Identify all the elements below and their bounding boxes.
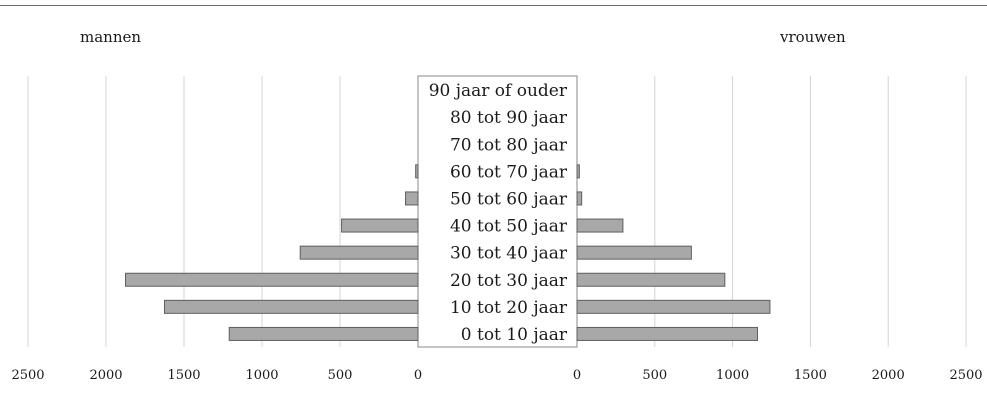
bar-vrouwen-2 — [576, 272, 726, 287]
left-tick-labels: 2500 2000 1500 1000 500 0 — [11, 368, 422, 383]
age-group-label-6: 60 tot 70 jaar — [450, 162, 568, 182]
right-tick-label-2: 1000 — [716, 368, 749, 383]
age-group-label-7: 70 tot 80 jaar — [450, 135, 568, 155]
age-group-label-9: 90 jaar of ouder — [429, 81, 568, 101]
right-tick-label-3: 1500 — [794, 368, 827, 383]
age-group-label-8: 80 tot 90 jaar — [450, 108, 568, 128]
left-tick-label-5: 0 — [414, 368, 422, 383]
bar-mannen-3 — [299, 245, 419, 260]
right-tick-labels: 0 500 1000 1500 2000 2500 — [573, 368, 983, 383]
age-group-label-panel — [417, 75, 578, 348]
right-tick-label-0: 0 — [573, 368, 581, 383]
age-group-label-0: 0 tot 10 jaar — [461, 325, 568, 345]
age-group-label-5: 50 tot 60 jaar — [450, 189, 568, 209]
series-label-mannen: mannen — [80, 28, 141, 46]
bar-vrouwen-6 — [576, 164, 580, 179]
bar-vrouwen-3 — [576, 245, 692, 260]
left-tick-label-0: 2500 — [11, 368, 44, 383]
left-tick-label-2: 1500 — [167, 368, 200, 383]
left-tick-label-4: 500 — [328, 368, 353, 383]
series-label-vrouwen: vrouwen — [779, 28, 846, 46]
right-tick-label-5: 2500 — [949, 368, 982, 383]
right-tick-label-4: 2000 — [872, 368, 905, 383]
vrouwen-bars — [576, 164, 771, 341]
bar-vrouwen-4 — [576, 218, 624, 233]
mannen-bars — [125, 164, 419, 341]
bar-vrouwen-5 — [576, 191, 583, 206]
bar-mannen-1 — [164, 299, 419, 314]
bar-mannen-6 — [415, 164, 419, 179]
age-group-label-2: 20 tot 30 jaar — [450, 271, 568, 291]
age-group-label-1: 10 tot 20 jaar — [450, 298, 568, 318]
age-group-labels: 0 tot 10 jaar 10 tot 20 jaar 20 tot 30 jaa… — [429, 81, 568, 345]
left-tick-label-3: 1000 — [245, 368, 278, 383]
bar-mannen-5 — [405, 191, 419, 206]
bar-vrouwen-1 — [576, 299, 771, 314]
bar-mannen-2 — [125, 272, 419, 287]
age-group-label-4: 40 tot 50 jaar — [450, 217, 568, 237]
bar-mannen-4 — [341, 218, 419, 233]
bar-mannen-0 — [228, 326, 419, 341]
bar-vrouwen-0 — [576, 326, 758, 341]
age-group-label-3: 30 tot 40 jaar — [450, 244, 568, 264]
right-tick-label-1: 500 — [642, 368, 667, 383]
left-tick-label-1: 2000 — [89, 368, 122, 383]
